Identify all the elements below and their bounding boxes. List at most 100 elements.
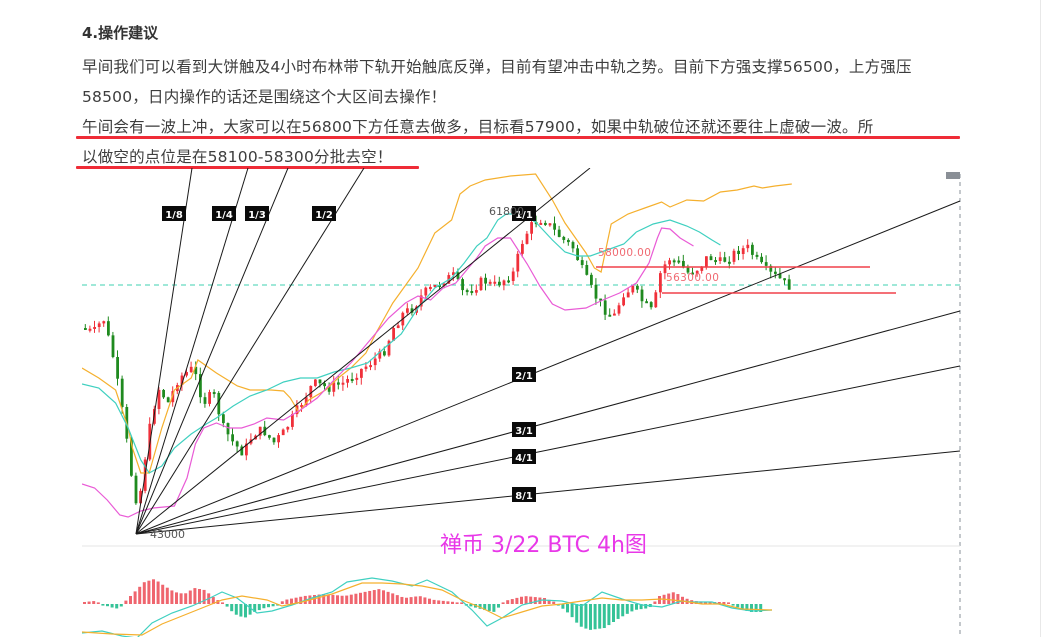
svg-text:1/2: 1/2 [315,210,333,221]
gann-ray-1-8 [135,167,193,535]
gann-ray-1-3 [135,167,289,535]
svg-text:3/1: 3/1 [515,426,533,437]
candle [314,379,317,386]
gann-label-1-3: 1/3 [245,206,269,221]
candle [576,248,579,261]
candle [194,366,198,375]
macd-dea-line [81,582,773,636]
candle [286,426,290,430]
macd-bar [612,604,615,622]
candle [304,397,308,406]
candle [654,292,658,308]
macd-bar [285,599,289,604]
macd-bar [110,604,114,608]
macd-bar [133,591,137,604]
macd-bar [593,604,597,630]
macd-bar [267,604,270,608]
macd-bar [681,596,684,604]
macd-bar [487,604,491,611]
macd-bar [106,604,109,607]
candle [580,260,584,266]
gann-label-1-1: 1/1 [512,206,536,221]
gann-ray-4-1 [135,365,961,535]
candle [599,298,602,301]
macd-bar [533,597,537,604]
candle [406,308,409,313]
macd-bar [368,590,372,604]
macd-bar [377,589,381,604]
macd-bar [492,604,496,612]
axis-handle[interactable] [946,172,960,179]
candle [134,475,138,504]
candle [686,267,690,273]
candle [392,327,395,341]
candle [341,382,345,385]
red-underline-1 [76,136,960,139]
candle [323,383,326,387]
candle [626,292,630,298]
svg-text:1/3: 1/3 [248,210,266,221]
candle [778,273,782,279]
candle [222,414,225,424]
macd-bar [607,604,611,626]
macd-bar [667,593,671,604]
gann-label-1-8: 1/8 [162,206,186,221]
candle [774,271,777,274]
macd-bar [290,598,293,604]
macd-bar [313,595,316,604]
candle [645,301,648,304]
candle [263,426,267,436]
macd-bar [83,602,86,604]
macd-bar [446,601,450,604]
candle [755,254,759,257]
macd-bar [561,604,565,609]
macd-bar [234,604,238,615]
chart-caption: 禅币 3/22 BTC 4h图 [440,533,647,558]
macd-bar [621,604,625,617]
macd-bar [184,593,188,604]
candle [185,372,188,376]
candle [741,248,745,255]
candle [548,223,552,226]
macd-dif-line [81,577,773,639]
macd-bar [437,600,441,604]
candle [682,260,685,268]
candle [346,379,349,383]
candle [130,438,133,476]
macd-bar [349,594,353,604]
price-low-label: 43000 [150,528,185,541]
svg-text:2/1: 2/1 [515,371,533,382]
macd-bar [570,604,574,618]
macd-bar [589,604,592,630]
macd-bar [579,604,583,627]
candle [636,285,639,290]
macd-bar [547,599,551,604]
candle [507,280,510,283]
gann-label-4-1: 4/1 [512,449,536,464]
macd-bar [524,596,528,604]
macd-bar [156,581,160,604]
macd-bar [658,596,661,604]
chart-canvas: 58000.00 56300.00 1/8 1/4 1/3 1/2 1/1 2/1 3/1 4/… [81,167,961,639]
candle [787,279,791,290]
macd-bar [170,590,174,604]
candle [456,272,460,280]
candle [668,260,671,265]
macd-bar [501,602,505,604]
macd-bar [386,591,390,604]
candlesticks [84,215,791,505]
macd-bar [529,596,533,604]
candle [360,368,363,378]
macd-bar [372,590,376,604]
macd-bar [119,604,123,607]
candle [553,223,556,230]
macd-bar [759,604,763,612]
candle [691,272,694,275]
macd-bar [124,600,128,604]
candle [452,272,455,276]
candle [498,281,501,286]
candle [705,256,708,267]
macd-bar [211,597,215,604]
macd-bar [722,602,726,604]
gann-label-1-4: 1/4 [212,206,236,221]
